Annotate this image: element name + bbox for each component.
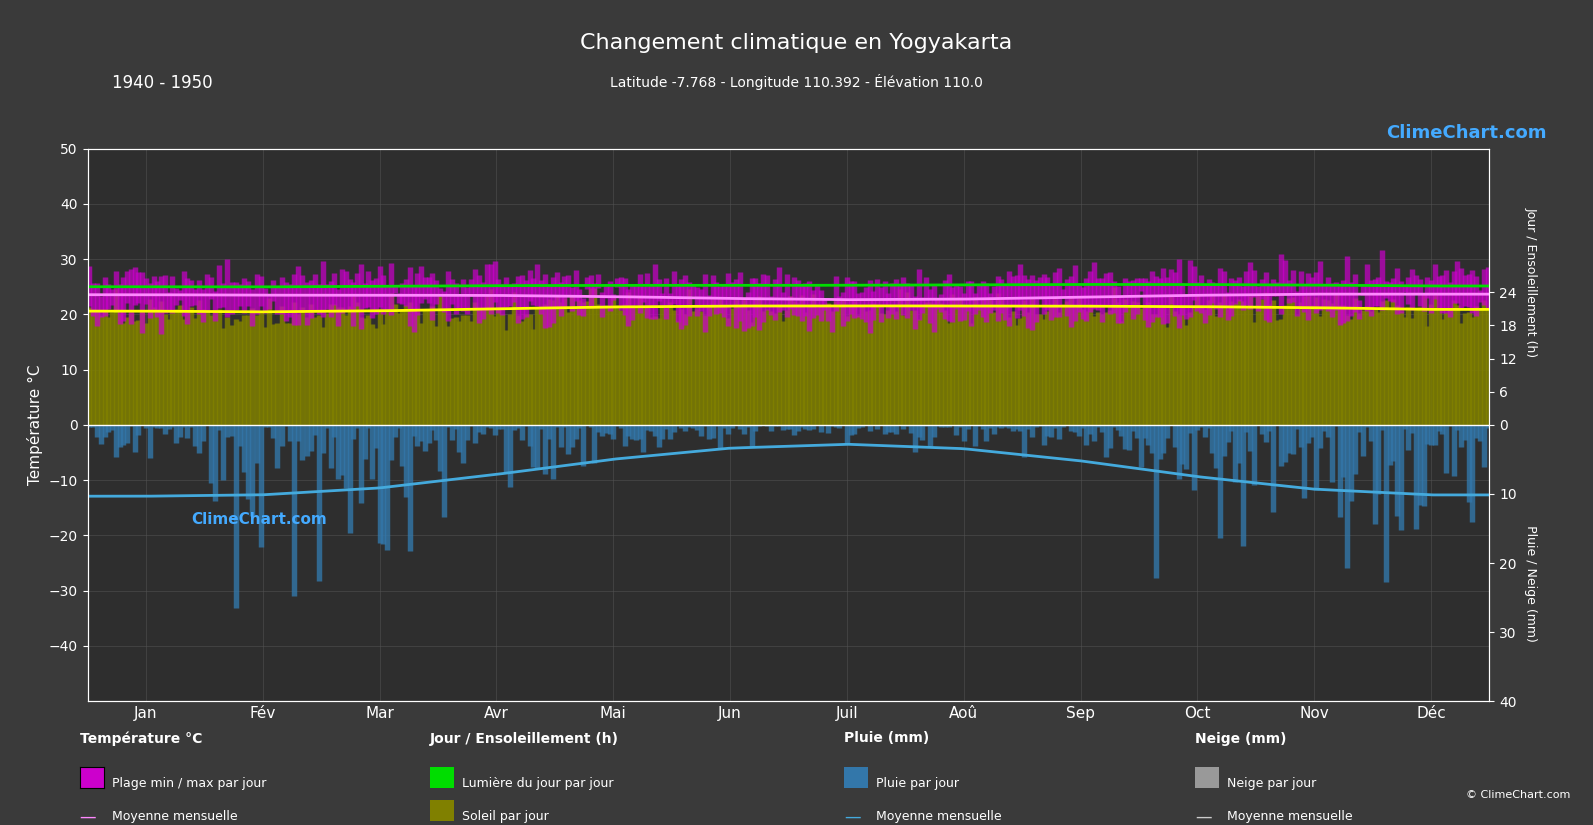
Text: —: — xyxy=(1195,808,1211,825)
Text: Neige (mm): Neige (mm) xyxy=(1195,732,1286,746)
Text: 1940 - 1950: 1940 - 1950 xyxy=(112,74,212,92)
Text: Latitude -7.768 - Longitude 110.392 - Élévation 110.0: Latitude -7.768 - Longitude 110.392 - Él… xyxy=(610,74,983,90)
Text: Soleil par jour: Soleil par jour xyxy=(462,810,548,823)
Text: —: — xyxy=(80,808,96,825)
Y-axis label: Température °C: Température °C xyxy=(27,365,43,485)
Text: Changement climatique en Yogyakarta: Changement climatique en Yogyakarta xyxy=(580,33,1013,53)
Text: © ClimeChart.com: © ClimeChart.com xyxy=(1466,790,1571,800)
Text: ClimeChart.com: ClimeChart.com xyxy=(191,512,327,526)
Text: Plage min / max par jour: Plage min / max par jour xyxy=(112,777,266,790)
Y-axis label: Jour / Ensoleillement (h)                                          Pluie / Neige: Jour / Ensoleillement (h) Pluie / Neige xyxy=(1525,207,1537,643)
Text: ClimeChart.com: ClimeChart.com xyxy=(1386,124,1547,142)
Text: Neige par jour: Neige par jour xyxy=(1227,777,1316,790)
Text: Lumière du jour par jour: Lumière du jour par jour xyxy=(462,777,613,790)
Text: Pluie par jour: Pluie par jour xyxy=(876,777,959,790)
Text: Moyenne mensuelle: Moyenne mensuelle xyxy=(876,810,1002,823)
Text: Moyenne mensuelle: Moyenne mensuelle xyxy=(1227,810,1352,823)
Text: Pluie (mm): Pluie (mm) xyxy=(844,732,930,746)
Text: Température °C: Température °C xyxy=(80,731,202,746)
Text: Jour / Ensoleillement (h): Jour / Ensoleillement (h) xyxy=(430,732,620,746)
Text: —: — xyxy=(844,808,860,825)
Text: Moyenne mensuelle: Moyenne mensuelle xyxy=(112,810,237,823)
